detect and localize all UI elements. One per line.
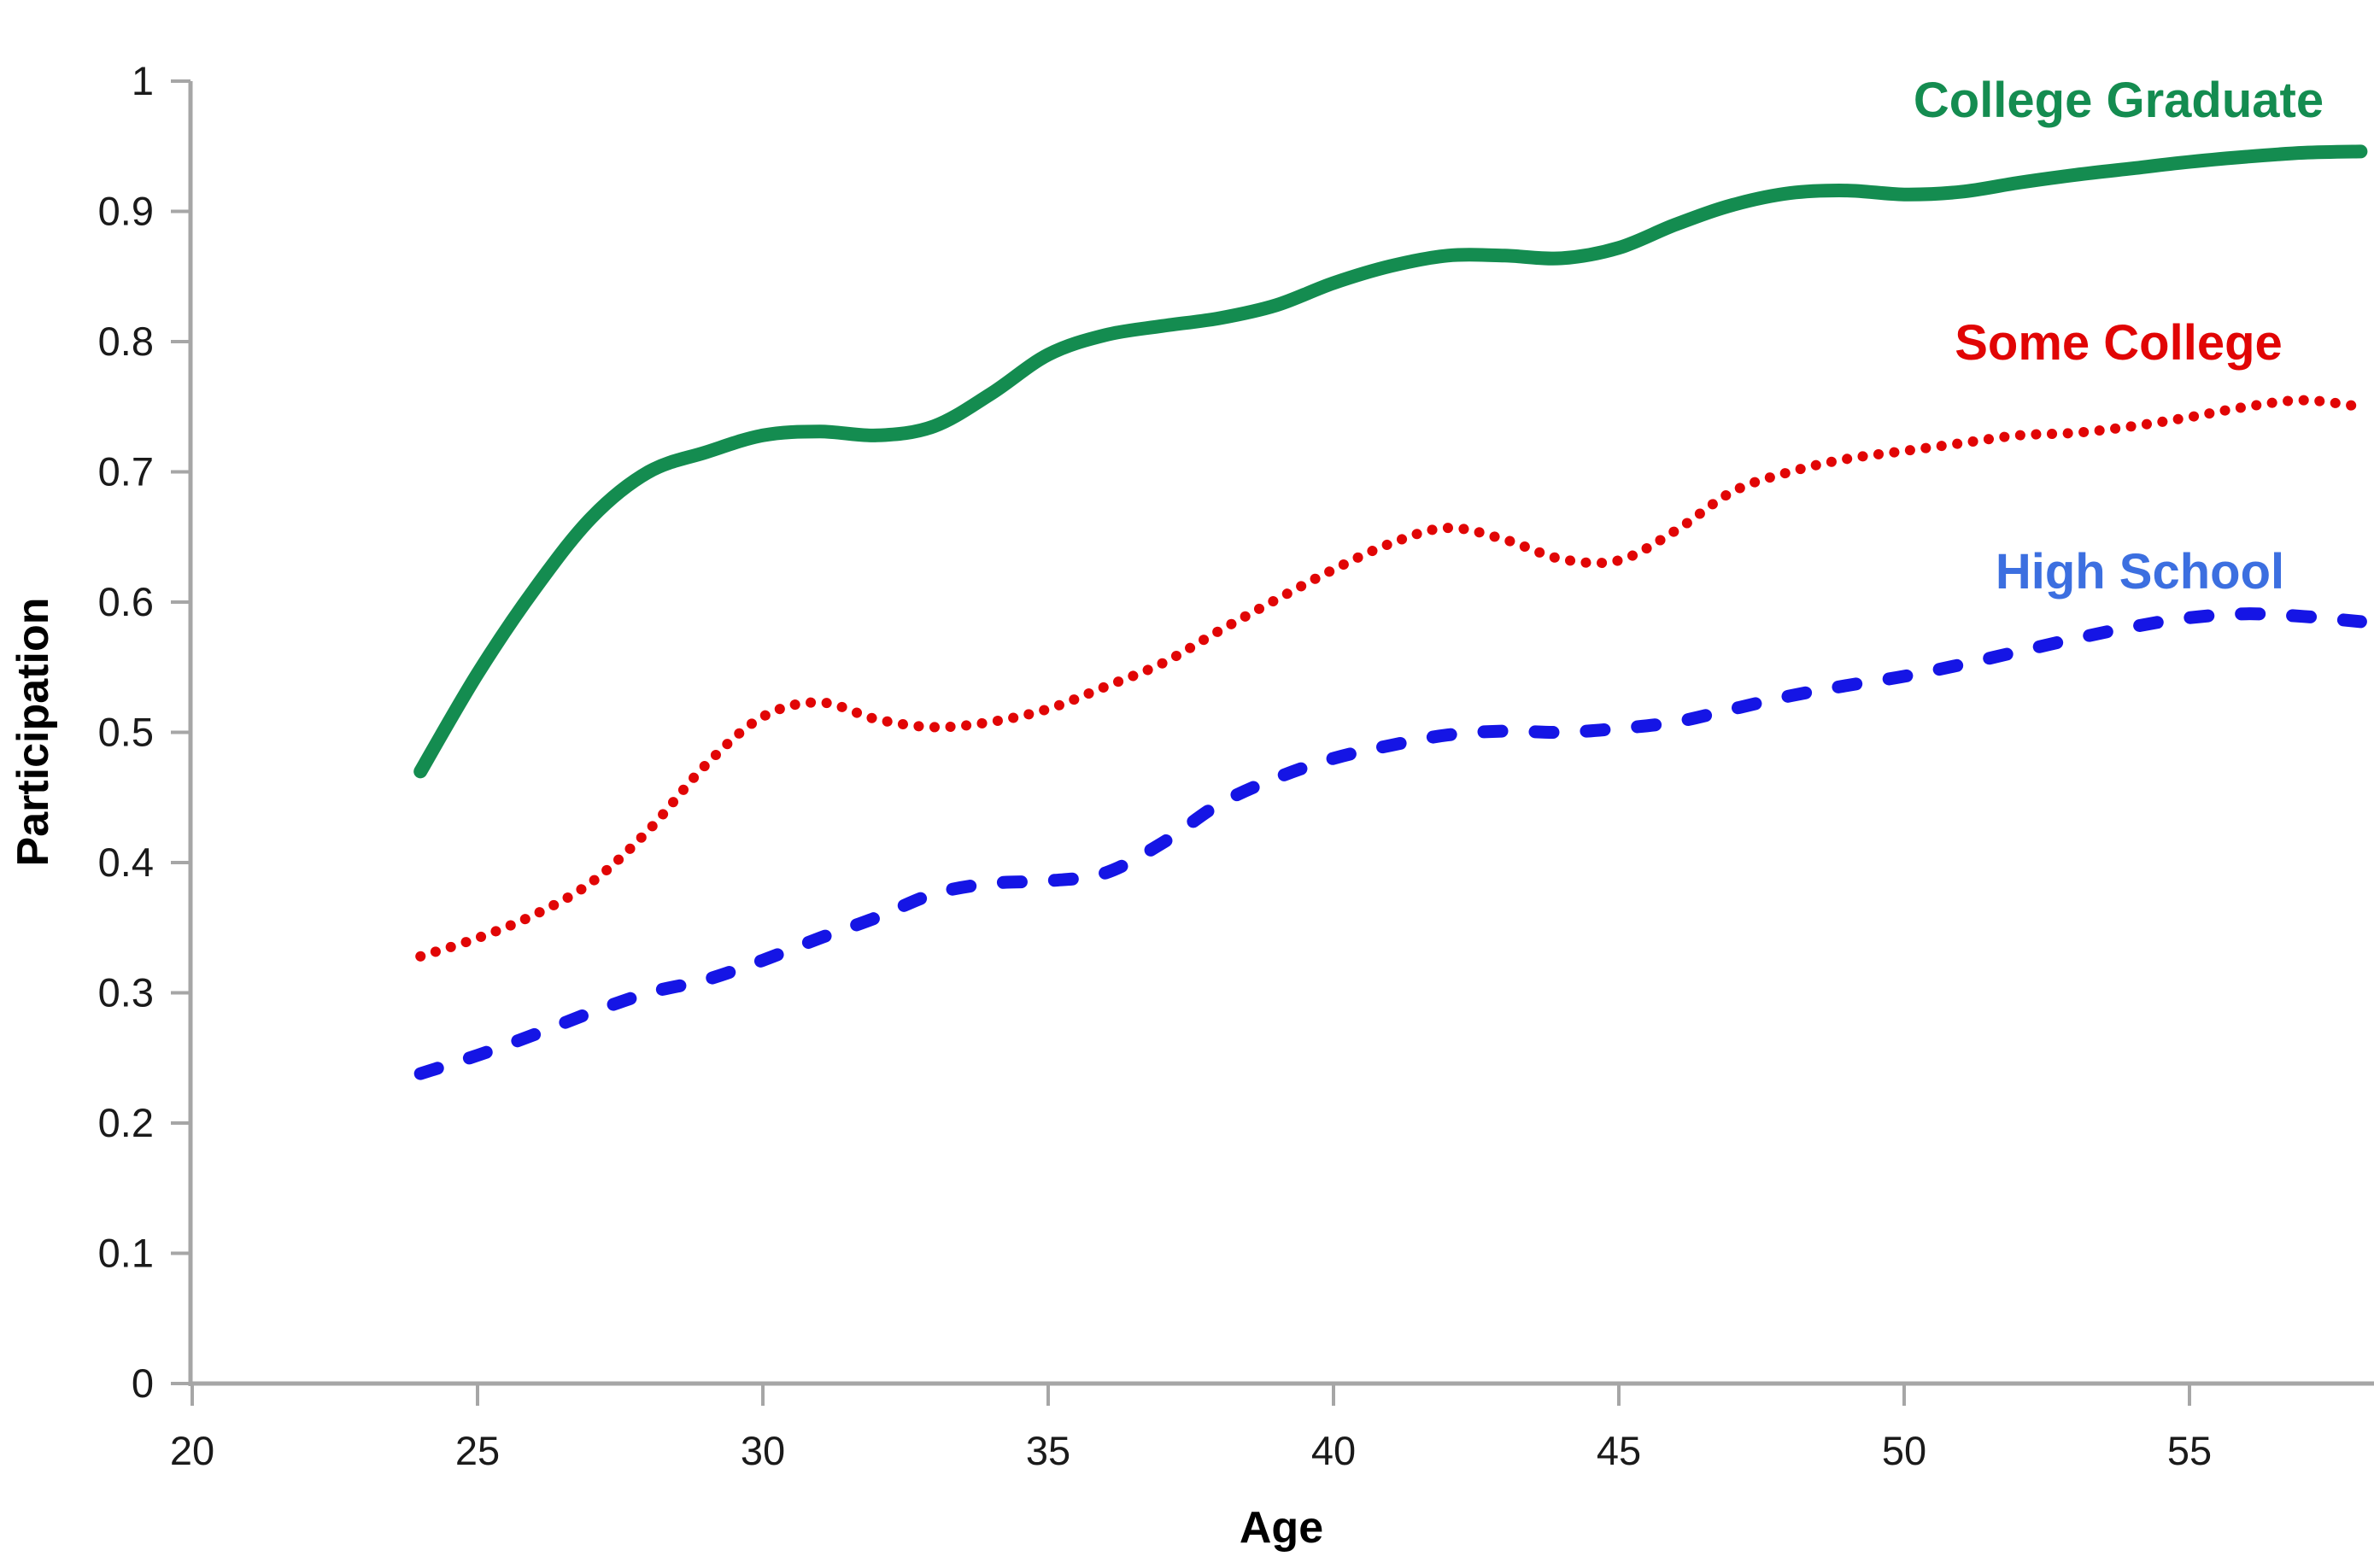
y-axis-title: Participation: [9, 598, 58, 867]
y-tick-label: 0.2: [98, 1100, 154, 1145]
x-tick-label: 35: [1026, 1428, 1070, 1473]
x-tick-label: 20: [170, 1428, 214, 1473]
y-tick-label: 0.3: [98, 970, 154, 1015]
series-label-college-graduate: College Graduate: [1914, 73, 2324, 128]
y-tick-label: 0.1: [98, 1231, 154, 1276]
x-tick-label: 50: [1882, 1428, 1926, 1473]
series-label-high-school: High School: [1996, 544, 2284, 600]
y-tick-label: 0: [132, 1360, 154, 1406]
x-tick-label: 45: [1597, 1428, 1641, 1473]
y-tick-label: 0.4: [98, 840, 154, 885]
y-tick-label: 0.9: [98, 189, 154, 234]
y-tick-label: 0.7: [98, 449, 154, 494]
y-tick-label: 0.5: [98, 710, 154, 755]
series-label-some-college: Some College: [1955, 315, 2283, 371]
x-tick-label: 55: [2167, 1428, 2212, 1473]
x-axis-title: Age: [1240, 1503, 1323, 1553]
series-line-college-graduate: [413, 144, 2368, 779]
series-line-high-school: [413, 607, 2367, 1080]
y-tick-label: 0.6: [98, 579, 154, 624]
series-layer: [413, 144, 2368, 1080]
y-tick-label: 1: [132, 58, 154, 103]
x-tick-label: 25: [455, 1428, 500, 1473]
series-line-some-college: [415, 395, 2366, 962]
y-tick-label: 0.8: [98, 319, 154, 364]
x-tick-label: 40: [1311, 1428, 1356, 1473]
axes-layer: 0 0.1 0.2 0.3 0.4 0.5 0.6 0.7 0.8 0.9 1 20 25 30 35 40 4…: [98, 58, 2374, 1473]
x-tick-label: 30: [741, 1428, 785, 1473]
